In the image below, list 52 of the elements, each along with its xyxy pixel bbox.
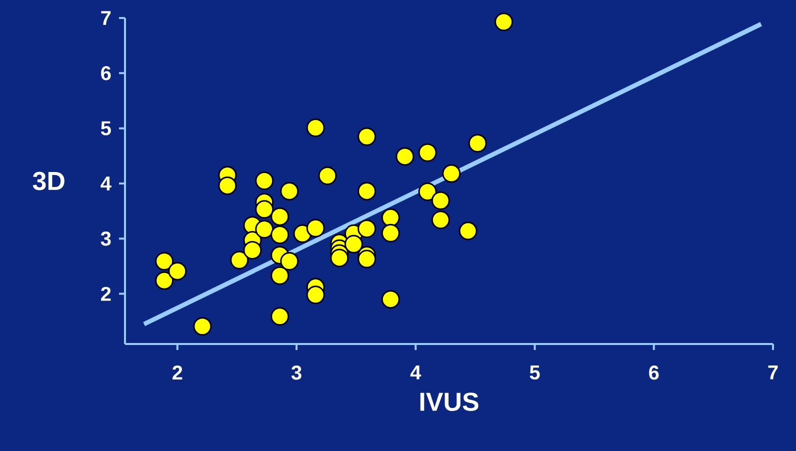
point <box>255 200 274 219</box>
x-tick-label: 5 <box>530 366 540 380</box>
point <box>330 248 349 268</box>
point <box>468 134 487 152</box>
y-axis-title: 3D <box>32 172 64 190</box>
point <box>418 182 437 202</box>
point <box>243 240 262 260</box>
point <box>306 118 325 138</box>
point <box>280 252 299 271</box>
point <box>270 207 290 226</box>
point <box>358 182 376 200</box>
point <box>218 176 237 195</box>
point <box>381 208 400 227</box>
point <box>358 219 376 238</box>
point <box>270 266 290 285</box>
point <box>494 12 514 32</box>
x-tick-label: 6 <box>649 366 659 380</box>
point <box>381 290 400 309</box>
point <box>418 143 437 162</box>
point <box>270 307 290 326</box>
point <box>155 271 174 290</box>
point <box>168 262 187 280</box>
point <box>280 182 299 200</box>
point <box>431 210 450 230</box>
x-tick-label: 3 <box>291 366 302 380</box>
point <box>255 220 274 239</box>
y-tick-label: 2 <box>101 286 111 301</box>
x-axis-title: IVUS <box>420 392 478 411</box>
point <box>431 191 450 210</box>
point <box>442 164 461 183</box>
point <box>344 234 363 254</box>
point <box>255 171 274 190</box>
point <box>396 147 414 166</box>
point <box>270 226 290 244</box>
point <box>230 250 249 270</box>
point <box>318 166 337 186</box>
point <box>306 218 325 238</box>
y-tick-label: 6 <box>101 66 111 80</box>
point <box>358 127 376 146</box>
x-tick-label: 2 <box>172 366 182 380</box>
point <box>193 317 212 336</box>
x-tick-label: 4 <box>410 366 422 380</box>
point <box>155 252 174 271</box>
point <box>358 250 376 268</box>
y-tick-label: 7 <box>101 11 111 25</box>
point <box>381 224 400 242</box>
point <box>306 286 325 304</box>
y-tick-label: 5 <box>100 121 111 136</box>
point <box>458 222 478 240</box>
y-tick-label: 4 <box>100 176 112 190</box>
y-tick-label: 3 <box>100 232 111 246</box>
x-tick-label: 7 <box>768 366 778 380</box>
